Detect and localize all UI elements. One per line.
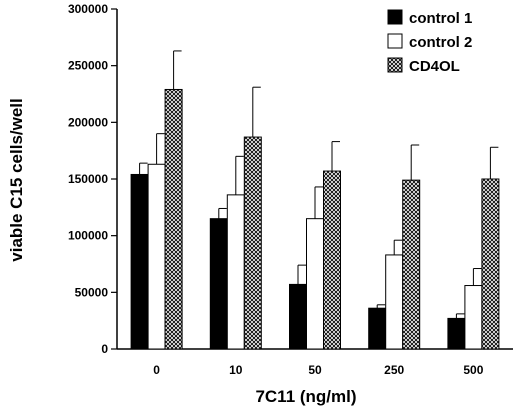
x-axis-title: 7C11 (ng/ml) [255, 387, 356, 406]
y-tick-label: 100000 [68, 229, 108, 243]
legend: control 1 control 2 CD4OL [387, 9, 472, 75]
y-tick-label: 300000 [68, 2, 108, 16]
legend-label: control 1 [409, 10, 472, 27]
legend-label: control 2 [409, 34, 472, 51]
bar-cd4ol-250 [402, 179, 421, 350]
y-tick-label: 200000 [68, 115, 108, 129]
bar-cd4ol-500 [481, 178, 500, 350]
bar-control-1-500 [447, 317, 466, 350]
bar-control-1-50 [289, 283, 307, 350]
y-axis-title: viable C15 cells/well [7, 98, 26, 261]
bar-control-1-10 [209, 218, 228, 350]
bar-control-2-10 [226, 194, 245, 350]
bar-control-1-250 [368, 307, 387, 350]
legend-swatch [387, 57, 403, 73]
y-tick-label: 150000 [68, 172, 108, 186]
x-tick-label: 0 [153, 363, 160, 377]
x-tick-label: 50 [308, 363, 322, 377]
x-tick-label: 250 [384, 363, 404, 377]
x-tick-label: 10 [229, 363, 243, 377]
bar-cd4ol-0 [164, 88, 183, 350]
y-tick-label: 50000 [75, 285, 109, 299]
legend-label: CD4OL [409, 58, 460, 75]
bar-control-1-0 [130, 173, 149, 350]
bar-control-2-500 [464, 285, 483, 350]
legend-swatch [387, 33, 403, 49]
y-tick-label: 0 [101, 342, 108, 356]
plot-area: 0 50000 100000 150000 200000 250000 300000 0 10 5… [68, 2, 513, 377]
bar-cd4ol-10 [243, 136, 262, 350]
bar-control-2-250 [385, 254, 404, 350]
bar-control-2-0 [147, 163, 166, 350]
x-tick-label: 500 [463, 363, 483, 377]
y-tick-label: 250000 [68, 59, 108, 73]
legend-swatch [387, 9, 403, 25]
bar-control-2-50 [306, 218, 324, 350]
bar-cd4ol-50 [323, 170, 341, 350]
